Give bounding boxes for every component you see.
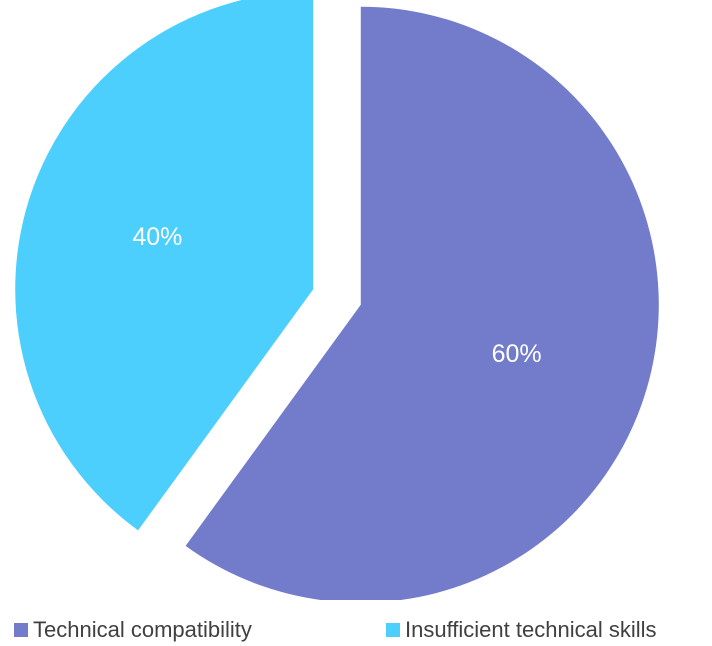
data-label: 60% [492,340,542,368]
legend-label: Insufficient technical skills [405,617,657,642]
pie-slice-technical-compatibility [185,6,659,600]
legend-label: Technical compatibility [33,617,252,642]
data-label: 40% [132,223,182,251]
legend: Technical compatibility Insufficient tec… [0,616,712,646]
legend-item-technical-compatibility: Technical compatibility [14,616,252,644]
legend-swatch [14,623,28,637]
legend-swatch [386,623,400,637]
legend-item-insufficient-technical-skills: Insufficient technical skills [386,616,657,644]
pie-plot-area: 60% 40% [15,0,659,600]
pie-slice-insufficient-technical-skills [15,0,314,531]
